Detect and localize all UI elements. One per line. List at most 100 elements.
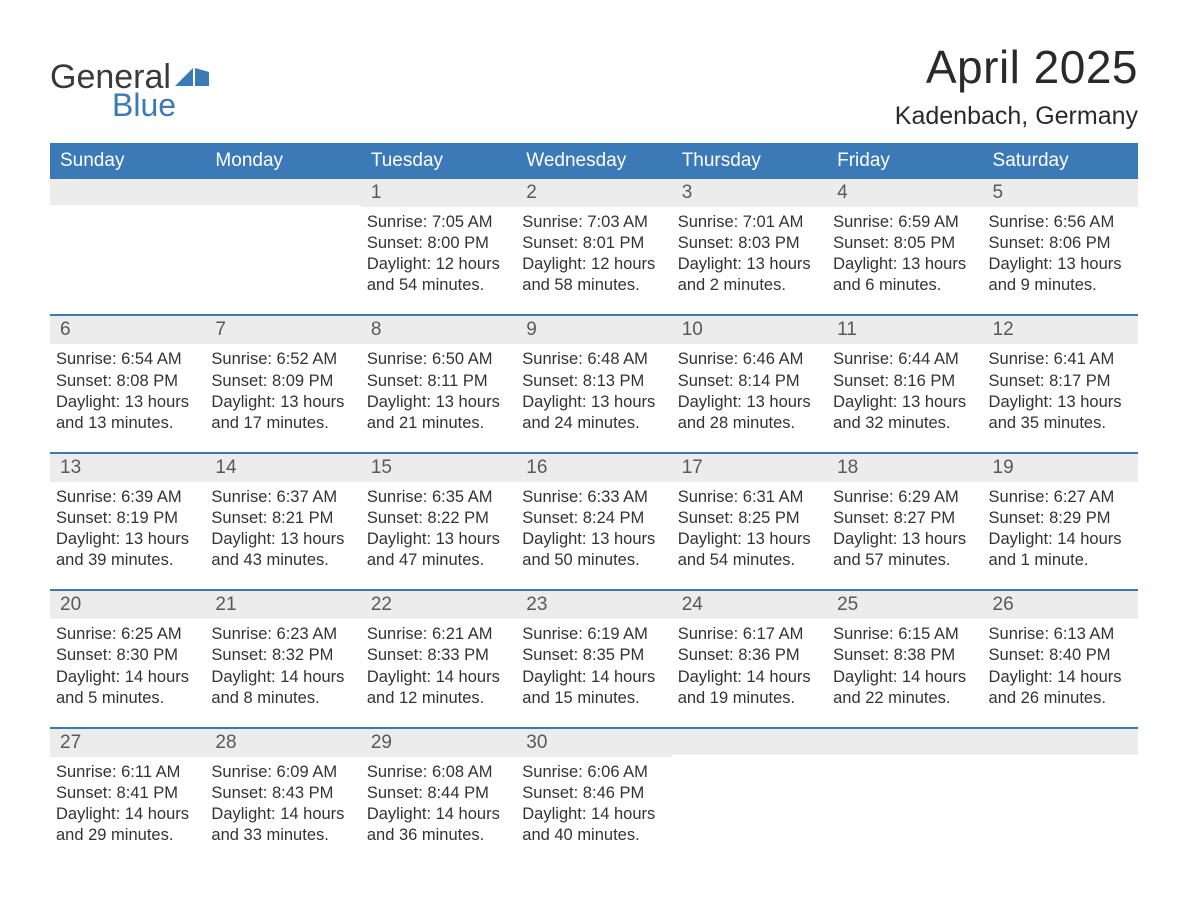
day-daylight1: Daylight: 14 hours — [367, 804, 506, 825]
day-sunrise: Sunrise: 6:29 AM — [833, 487, 972, 508]
calendar-cell: 7Sunrise: 6:52 AMSunset: 8:09 PMDaylight… — [205, 316, 360, 451]
day-body: Sunrise: 7:03 AMSunset: 8:01 PMDaylight:… — [516, 207, 671, 296]
day-body: Sunrise: 6:50 AMSunset: 8:11 PMDaylight:… — [361, 344, 516, 433]
day-number: 17 — [682, 457, 703, 478]
day-daylight2: and 35 minutes. — [989, 413, 1128, 434]
calendar-week: 20Sunrise: 6:25 AMSunset: 8:30 PMDayligh… — [50, 589, 1138, 726]
day-body: Sunrise: 6:09 AMSunset: 8:43 PMDaylight:… — [205, 757, 360, 846]
calendar-cell — [983, 729, 1138, 864]
calendar-cell: 16 Sunrise: 6:33 AMSunset: 8:24 PMDayligh… — [516, 454, 671, 589]
day-body: Sunrise: 7:05 AMSunset: 8:00 PMDaylight:… — [361, 207, 516, 296]
calendar-cell: 18Sunrise: 6:29 AMSunset: 8:27 PMDayligh… — [827, 454, 982, 589]
day-number: 16 — [526, 457, 547, 478]
day-number: 25 — [837, 594, 858, 615]
calendar-cell: 20Sunrise: 6:25 AMSunset: 8:30 PMDayligh… — [50, 591, 205, 726]
day-body: Sunrise: 6:08 AMSunset: 8:44 PMDaylight:… — [361, 757, 516, 846]
day-daylight2: and 29 minutes. — [56, 825, 195, 846]
day-daylight1: Daylight: 13 hours — [522, 392, 661, 413]
day-daylight2: and 19 minutes. — [678, 688, 817, 709]
day-number: 28 — [215, 732, 236, 753]
day-daylight1: Daylight: 14 hours — [833, 667, 972, 688]
day-daylight1: Daylight: 13 hours — [56, 392, 195, 413]
day-sunset: Sunset: 8:14 PM — [678, 371, 817, 392]
calendar-cell: 1Sunrise: 7:05 AMSunset: 8:00 PMDaylight… — [361, 179, 516, 314]
title-block: April 2025 Kadenbach, Germany — [895, 40, 1138, 131]
day-daylight2: and 1 minute. — [989, 550, 1128, 571]
calendar-cell — [205, 179, 360, 314]
calendar-cell: 22 Sunrise: 6:21 AMSunset: 8:33 PMDayligh… — [361, 591, 516, 726]
day-sunrise: Sunrise: 6:08 AM — [367, 762, 506, 783]
day-body: Sunrise: 6:56 AMSunset: 8:06 PMDaylight:… — [983, 207, 1138, 296]
day-number: 7 — [215, 319, 226, 340]
calendar-cell — [827, 729, 982, 864]
day-sunset: Sunset: 8:41 PM — [56, 783, 195, 804]
day-daylight2: and 9 minutes. — [989, 275, 1128, 296]
day-sunset: Sunset: 8:43 PM — [211, 783, 350, 804]
calendar-cell: 9Sunrise: 6:48 AMSunset: 8:13 PMDaylight… — [516, 316, 671, 451]
day-sunrise: Sunrise: 6:48 AM — [522, 349, 661, 370]
day-number: 22 — [371, 594, 392, 615]
day-number: 11 — [837, 319, 857, 340]
day-sunset: Sunset: 8:09 PM — [211, 371, 350, 392]
day-number-row: 7 — [205, 316, 360, 344]
day-body: Sunrise: 6:59 AMSunset: 8:05 PMDaylight:… — [827, 207, 982, 296]
day-header: Saturday — [983, 143, 1138, 179]
day-header: Monday — [205, 143, 360, 179]
day-header: Sunday — [50, 143, 205, 179]
day-daylight1: Daylight: 14 hours — [56, 804, 195, 825]
day-number: 21 — [215, 594, 236, 615]
day-sunset: Sunset: 8:46 PM — [522, 783, 661, 804]
day-number-row: 10 — [672, 316, 827, 344]
calendar-cell — [50, 179, 205, 314]
day-daylight2: and 2 minutes. — [678, 275, 817, 296]
day-daylight1: Daylight: 12 hours — [522, 254, 661, 275]
day-number: 18 — [837, 457, 858, 478]
day-number: 15 — [371, 457, 392, 478]
day-daylight2: and 22 minutes. — [833, 688, 972, 709]
calendar-cell: 17Sunrise: 6:31 AMSunset: 8:25 PMDayligh… — [672, 454, 827, 589]
day-sunrise: Sunrise: 6:50 AM — [367, 349, 506, 370]
day-daylight2: and 57 minutes. — [833, 550, 972, 571]
day-header: Tuesday — [361, 143, 516, 179]
day-number: 26 — [993, 594, 1014, 615]
calendar-cell: 19Sunrise: 6:27 AMSunset: 8:29 PMDayligh… — [983, 454, 1138, 589]
day-body: Sunrise: 6:21 AMSunset: 8:33 PMDaylight:… — [361, 619, 516, 708]
day-sunset: Sunset: 8:25 PM — [678, 508, 817, 529]
day-daylight2: and 50 minutes. — [522, 550, 661, 571]
day-daylight2: and 24 minutes. — [522, 413, 661, 434]
day-daylight1: Daylight: 14 hours — [678, 667, 817, 688]
day-daylight2: and 58 minutes. — [522, 275, 661, 296]
day-sunrise: Sunrise: 6:33 AM — [522, 487, 661, 508]
day-number: 4 — [837, 182, 848, 203]
day-number-row: 6 — [50, 316, 205, 344]
day-sunset: Sunset: 8:01 PM — [522, 233, 661, 254]
day-number-row: 20 — [50, 591, 205, 619]
day-number: 3 — [682, 182, 693, 203]
day-sunrise: Sunrise: 6:25 AM — [56, 624, 195, 645]
day-sunrise: Sunrise: 6:21 AM — [367, 624, 506, 645]
day-number-row: 13 — [50, 454, 205, 482]
day-daylight1: Daylight: 13 hours — [211, 392, 350, 413]
day-sunset: Sunset: 8:35 PM — [522, 645, 661, 666]
day-sunset: Sunset: 8:44 PM — [367, 783, 506, 804]
day-daylight1: Daylight: 14 hours — [211, 804, 350, 825]
day-sunrise: Sunrise: 6:39 AM — [56, 487, 195, 508]
calendar-cell: 21Sunrise: 6:23 AMSunset: 8:32 PMDayligh… — [205, 591, 360, 726]
calendar-cell: 3Sunrise: 7:01 AMSunset: 8:03 PMDaylight… — [672, 179, 827, 314]
calendar-cell: 25Sunrise: 6:15 AMSunset: 8:38 PMDayligh… — [827, 591, 982, 726]
day-sunset: Sunset: 8:16 PM — [833, 371, 972, 392]
day-sunrise: Sunrise: 6:15 AM — [833, 624, 972, 645]
day-daylight1: Daylight: 13 hours — [367, 529, 506, 550]
calendar-cell: 6Sunrise: 6:54 AMSunset: 8:08 PMDaylight… — [50, 316, 205, 451]
day-number: 6 — [60, 319, 71, 340]
day-number-row: 17 — [672, 454, 827, 482]
calendar-cell: 28 Sunrise: 6:09 AMSunset: 8:43 PMDayligh… — [205, 729, 360, 864]
day-daylight2: and 15 minutes. — [522, 688, 661, 709]
day-header: Wednesday — [516, 143, 671, 179]
day-daylight1: Daylight: 14 hours — [989, 667, 1128, 688]
day-number-row: 2 — [516, 179, 671, 207]
day-number-row: 12 — [983, 316, 1138, 344]
day-body: Sunrise: 6:33 AMSunset: 8:24 PMDaylight:… — [516, 482, 671, 571]
day-body: Sunrise: 6:13 AMSunset: 8:40 PMDaylight:… — [983, 619, 1138, 708]
day-number-row: 5 — [983, 179, 1138, 207]
